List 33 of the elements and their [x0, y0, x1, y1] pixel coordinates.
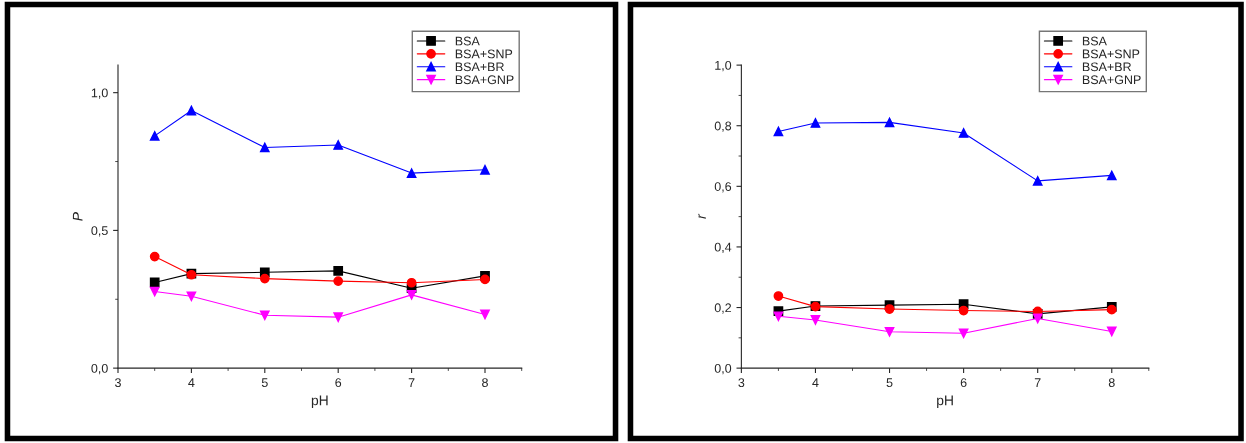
y-tick-label: 0,6 — [714, 182, 732, 193]
x-tick-label: 4 — [812, 378, 819, 387]
legend-label: BSA+BR — [455, 62, 504, 72]
x-tick-label: 6 — [335, 378, 342, 388]
y-tick-label: 0,0 — [91, 363, 108, 375]
x-axis-title: pH — [937, 395, 953, 409]
legend-label: BSA+SNP — [455, 49, 513, 59]
y-tick-label: 0,2 — [714, 303, 732, 314]
y-axis-title: P — [72, 212, 83, 221]
legend-label: BSA+BR — [1082, 62, 1132, 72]
legend-label: BSA+GNP — [455, 75, 514, 85]
x-axis-title: pH — [311, 395, 328, 409]
legend-label: BSA+SNP — [1082, 49, 1140, 59]
y-tick-label: 0,8 — [714, 121, 732, 132]
y-tick-label: 1,0 — [715, 60, 732, 72]
y-tick-label: 0,5 — [91, 226, 108, 237]
y-tick-label: 0,0 — [714, 363, 732, 375]
legend-label: BSA — [455, 36, 480, 46]
x-tick-label: 8 — [482, 378, 488, 388]
y-tick-label: 0,4 — [714, 242, 732, 254]
x-tick-label: 7 — [408, 378, 415, 387]
x-tick-label: 5 — [886, 378, 893, 388]
y-axis-title: r — [698, 213, 706, 219]
x-tick-label: 3 — [115, 378, 121, 388]
x-tick-label: 7 — [1034, 378, 1041, 387]
y-tick-label: 1,0 — [91, 88, 108, 99]
legend-label: BSA+GNP — [1082, 75, 1141, 85]
x-tick-label: 4 — [188, 378, 195, 387]
legend-label: BSA — [1082, 36, 1107, 46]
x-tick-label: 3 — [738, 378, 745, 388]
x-tick-label: 8 — [1108, 378, 1115, 388]
x-tick-label: 5 — [261, 378, 268, 388]
x-tick-label: 6 — [960, 378, 967, 388]
